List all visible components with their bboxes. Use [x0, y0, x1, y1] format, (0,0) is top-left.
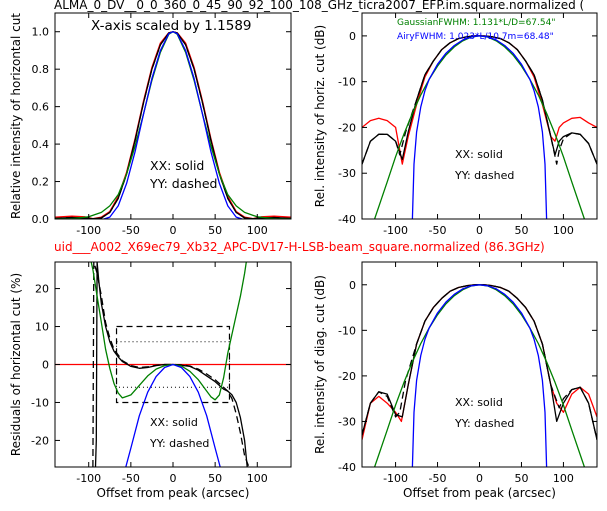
- y-tick-label: -10: [338, 76, 356, 89]
- series-line-1: [92, 262, 250, 467]
- x-tick-label: 100: [553, 224, 574, 237]
- y-tick-label: 0.4: [32, 138, 50, 151]
- y-axis-label: Rel. intensity of diag. cut (dB): [313, 275, 327, 454]
- y-tick-label: 0.0: [32, 213, 50, 226]
- x-tick-label: -100: [383, 472, 408, 485]
- x-tick-label: -50: [429, 224, 447, 237]
- panel-top-left: -100 -50 0 50 100 0.0 0.2 0.4 0.6 0.8 1.0 Relative …: [9, 12, 292, 237]
- x-tick-label: -50: [429, 472, 447, 485]
- x-tick-label: -100: [76, 224, 101, 237]
- series-line-3: [125, 363, 221, 467]
- dotted-box: [116, 341, 230, 388]
- figure-mid-title: uid___A002_X69ec79_Xb32_APC-DV17-H-LSB-b…: [54, 240, 545, 254]
- y-tick-label: 20: [35, 283, 49, 296]
- x-tick-label: 0: [170, 224, 177, 237]
- plot-area: [55, 31, 291, 219]
- legend-text-0: XX: solid: [150, 158, 204, 173]
- legend-text-0: XX: solid: [455, 148, 503, 161]
- y-tick-label: -40: [338, 213, 356, 226]
- y-tick-label: 1.0: [32, 26, 50, 39]
- y-axis-label: Residuals of horizontal cut (%): [9, 273, 23, 456]
- y-tick-label: -30: [338, 167, 356, 180]
- y-tick-label: 10: [35, 321, 49, 334]
- y-tick-label: -20: [338, 370, 356, 383]
- y-tick-label: -10: [338, 324, 356, 337]
- x-tick-label: 100: [247, 224, 268, 237]
- x-tick-label: 50: [514, 472, 528, 485]
- legend-text-1: YY: dashed: [149, 437, 209, 450]
- y-tick-label: 0.8: [32, 63, 50, 76]
- dashed-box: [115, 325, 231, 404]
- y-tick-label: -20: [31, 434, 49, 447]
- y-tick-label: 0: [349, 30, 356, 43]
- y-tick-label: 0: [349, 279, 356, 292]
- series-line-2: [55, 31, 291, 219]
- x-tick-label: 0: [476, 472, 483, 485]
- x-tick-label: 50: [208, 224, 222, 237]
- y-tick-label: -30: [338, 415, 356, 428]
- y-tick-label: -40: [338, 461, 356, 474]
- series-line-4: [103, 31, 243, 219]
- y-tick-label: 0.6: [32, 101, 50, 114]
- fwhm-annotation-0: GaussianFWHM: 1.131*L/D=67.54": [397, 18, 555, 28]
- x-tick-label: 0: [476, 224, 483, 237]
- y-tick-label: 0.2: [32, 176, 50, 189]
- x-tick-label: 50: [514, 224, 528, 237]
- plot-area: [55, 262, 291, 467]
- figure-top-title: ALMA_0_DV__0_0_360_0_45_90_92_100_108_GH…: [54, 0, 584, 12]
- x-tick-label: -100: [383, 224, 408, 237]
- plot-area: [362, 35, 597, 219]
- plot-area: [362, 284, 597, 467]
- panels-group: -100 -50 0 50 1000.00.20.40.60.81.0Relative …: [9, 12, 598, 500]
- legend-text-0: XX: solid: [150, 416, 198, 429]
- legend-text-1: YY: dashed: [454, 169, 514, 182]
- x-tick-label: 100: [553, 472, 574, 485]
- y-tick-label: 0: [42, 359, 49, 372]
- x-tick-label: -50: [122, 472, 140, 485]
- x-tick-label: -100: [76, 472, 101, 485]
- y-axis-label: Relative intensity of horizontal cut: [9, 13, 23, 219]
- fwhm-annotation-1: AiryFWHM: 1.023*L/10.7m=68.48": [397, 32, 554, 42]
- panel-bottom-right: -100 -50 0 50 100 0 -10 -20 -30 -40 Rel. intensity…: [313, 261, 598, 500]
- x-tick-label: 50: [208, 472, 222, 485]
- legend-text-1: YY: dashed: [454, 417, 514, 430]
- legend-text-1: YY: dashed: [149, 176, 217, 191]
- x-tick-label: 100: [247, 472, 268, 485]
- y-axis-label: Rel. intensity of horiz. cut (dB): [313, 25, 327, 207]
- y-tick-label: -20: [338, 121, 356, 134]
- x-axis-label: Offset from peak (arcsec): [403, 486, 556, 500]
- y-tick-label: -10: [31, 396, 49, 409]
- scale-annotation: X-axis scaled by 1.1589: [91, 18, 252, 34]
- series-line-4: [411, 35, 548, 219]
- series-line-2: [362, 284, 597, 440]
- x-tick-label: -50: [122, 224, 140, 237]
- legend-text-0: XX: solid: [455, 396, 503, 409]
- x-axis-label: Offset from peak (arcsec): [97, 486, 250, 500]
- x-tick-label: 0: [170, 472, 177, 485]
- panel-top-right: -100 -50 0 50 100 0 -10 -20 -30 -40 Rel. intensity…: [313, 12, 598, 237]
- series-line-4: [411, 284, 548, 467]
